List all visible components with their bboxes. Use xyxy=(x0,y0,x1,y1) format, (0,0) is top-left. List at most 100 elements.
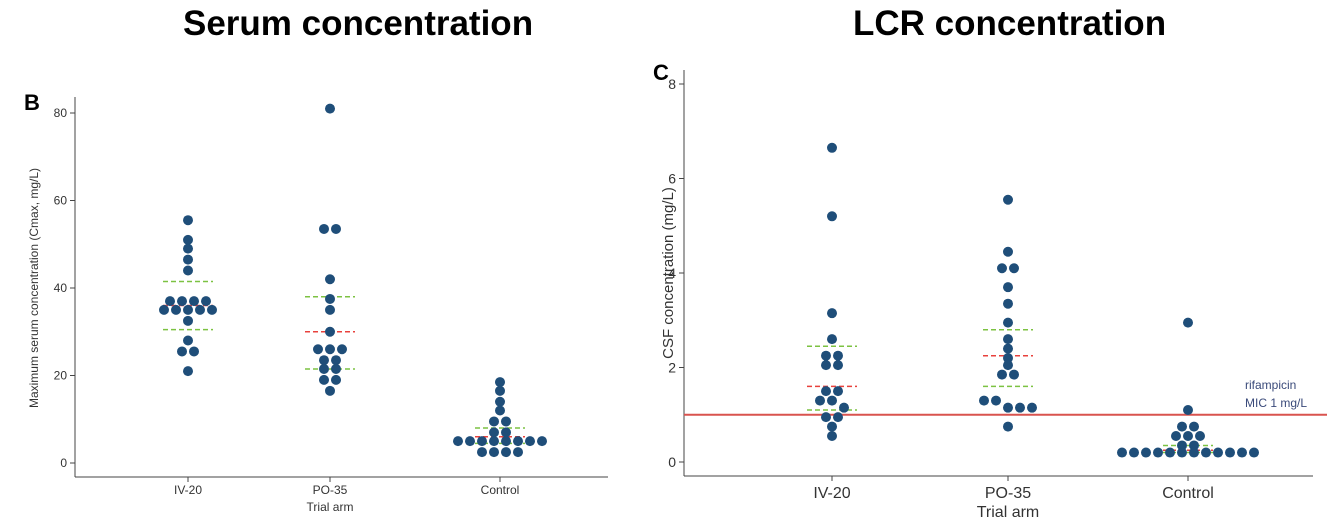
data-point xyxy=(495,385,505,396)
data-point xyxy=(331,374,341,385)
data-point xyxy=(1117,447,1127,458)
data-point xyxy=(821,412,831,423)
data-point xyxy=(313,344,323,355)
data-point xyxy=(1015,402,1025,413)
data-point xyxy=(477,447,487,458)
data-point xyxy=(183,366,193,377)
data-point xyxy=(501,427,511,438)
y-tick-label: 40 xyxy=(54,281,68,295)
panel-label: B xyxy=(24,90,40,115)
csf-chart: C 0 2 4 6 8 CSF concentration (mg/L) IV-20 PO-35… xyxy=(653,60,1327,521)
data-point xyxy=(501,436,511,447)
data-point xyxy=(827,421,837,432)
data-point xyxy=(815,395,825,406)
data-point xyxy=(1003,194,1013,205)
x-tick-label: Control xyxy=(481,483,520,497)
data-point xyxy=(159,304,169,315)
data-point xyxy=(827,334,837,345)
data-point xyxy=(833,412,843,423)
data-point xyxy=(189,296,199,307)
data-point xyxy=(183,265,193,276)
data-point xyxy=(195,304,205,315)
data-point xyxy=(839,402,849,413)
data-point xyxy=(183,243,193,254)
data-point xyxy=(189,346,199,357)
data-point xyxy=(325,304,335,315)
data-point xyxy=(1237,447,1247,458)
data-point xyxy=(1003,246,1013,257)
y-tick-label: 0 xyxy=(60,456,67,470)
data-point xyxy=(171,304,181,315)
data-point xyxy=(177,346,187,357)
data-point xyxy=(821,386,831,397)
data-point xyxy=(1189,440,1199,451)
data-point xyxy=(1249,447,1259,458)
data-point xyxy=(537,436,547,447)
data-point xyxy=(1183,405,1193,416)
data-point xyxy=(1003,421,1013,432)
y-axis-label: CSF concentration (mg/L) xyxy=(660,187,677,359)
data-point xyxy=(525,436,535,447)
data-point xyxy=(325,326,335,337)
x-tick-label: PO-35 xyxy=(313,483,348,497)
lcr-concentration-title: LCR concentration xyxy=(853,4,1167,43)
data-point xyxy=(1177,440,1187,451)
data-point xyxy=(827,395,837,406)
data-point xyxy=(1009,263,1019,274)
data-point xyxy=(1003,282,1013,293)
data-point xyxy=(513,447,523,458)
x-tick-label: PO-35 xyxy=(985,485,1031,502)
data-point xyxy=(1141,447,1151,458)
data-point xyxy=(337,344,347,355)
data-point xyxy=(997,369,1007,380)
data-point xyxy=(1171,431,1181,442)
y-tick-label: 20 xyxy=(54,369,68,383)
data-point xyxy=(821,360,831,371)
data-point xyxy=(1003,317,1013,328)
data-point xyxy=(1189,447,1199,458)
y-tick-label: 60 xyxy=(54,194,68,208)
data-point xyxy=(1003,353,1013,364)
serum-chart: B 0 20 40 60 80 Maximum serum concentration (C… xyxy=(24,90,608,514)
data-point xyxy=(495,405,505,416)
data-point xyxy=(177,296,187,307)
data-point xyxy=(827,308,837,319)
mic-label-line1: rifampicin xyxy=(1245,378,1296,392)
data-point xyxy=(501,416,511,427)
data-point xyxy=(1213,447,1223,458)
data-point xyxy=(827,431,837,442)
x-axis-label: Trial arm xyxy=(977,504,1040,521)
data-point xyxy=(489,427,499,438)
data-point xyxy=(319,374,329,385)
data-point xyxy=(325,274,335,285)
data-point xyxy=(453,436,463,447)
data-point xyxy=(833,360,843,371)
data-point xyxy=(1009,369,1019,380)
data-point xyxy=(1003,360,1013,371)
data-point xyxy=(183,315,193,326)
data-point xyxy=(331,363,341,374)
data-point xyxy=(1027,402,1037,413)
data-point xyxy=(325,344,335,355)
y-axis-label: Maximum serum concentration (Cmax, mg/L) xyxy=(27,168,41,408)
data-point xyxy=(1165,447,1175,458)
data-point xyxy=(165,296,175,307)
data-point xyxy=(833,386,843,397)
data-point xyxy=(1129,447,1139,458)
data-point xyxy=(1225,447,1235,458)
data-point xyxy=(991,395,1001,406)
data-point xyxy=(495,377,505,388)
data-point xyxy=(331,355,341,366)
data-point xyxy=(325,385,335,396)
data-point xyxy=(833,350,843,361)
data-point xyxy=(997,263,1007,274)
data-point xyxy=(1153,447,1163,458)
data-point xyxy=(1003,402,1013,413)
data-point xyxy=(1003,298,1013,309)
data-point xyxy=(1177,447,1187,458)
panel-label: C xyxy=(653,60,669,85)
data-point xyxy=(1183,317,1193,328)
data-point xyxy=(489,416,499,427)
data-point xyxy=(1003,334,1013,345)
